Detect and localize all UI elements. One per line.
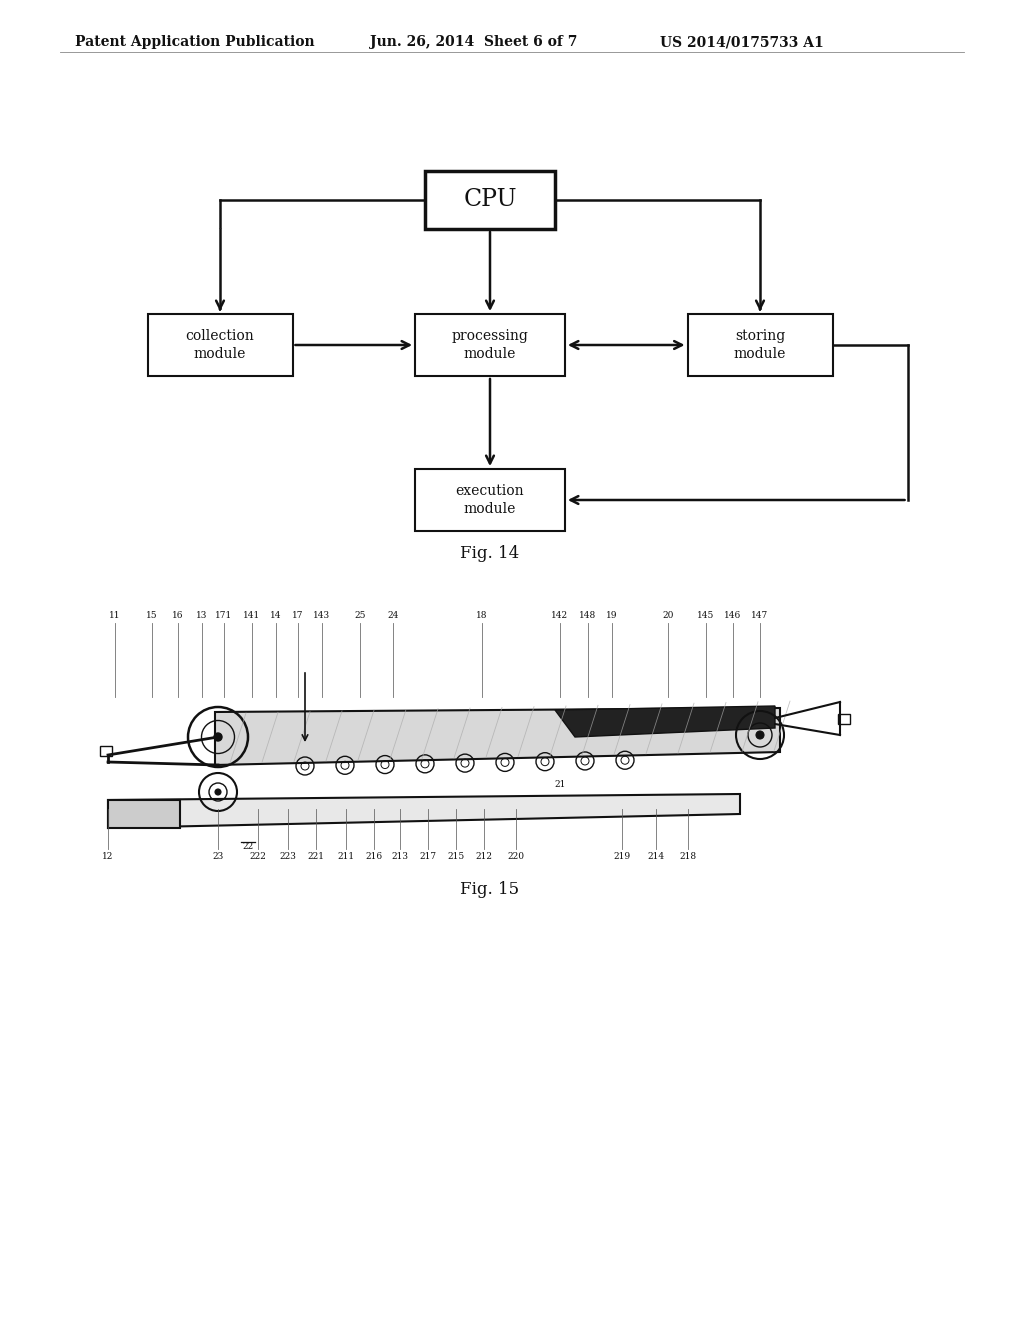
- Text: US 2014/0175733 A1: US 2014/0175733 A1: [660, 36, 823, 49]
- Text: 24: 24: [387, 611, 398, 620]
- Text: 19: 19: [606, 611, 617, 620]
- Text: execution
module: execution module: [456, 484, 524, 516]
- Text: 148: 148: [580, 611, 597, 620]
- Text: 15: 15: [146, 611, 158, 620]
- FancyBboxPatch shape: [425, 172, 555, 228]
- Text: Jun. 26, 2014  Sheet 6 of 7: Jun. 26, 2014 Sheet 6 of 7: [370, 36, 578, 49]
- Text: Fig. 15: Fig. 15: [461, 882, 519, 899]
- Text: 21: 21: [554, 780, 565, 789]
- Text: 11: 11: [110, 611, 121, 620]
- FancyBboxPatch shape: [100, 746, 112, 756]
- Text: 14: 14: [270, 611, 282, 620]
- Text: 220: 220: [508, 851, 524, 861]
- Text: 215: 215: [447, 851, 465, 861]
- Polygon shape: [555, 706, 775, 737]
- Text: 171: 171: [215, 611, 232, 620]
- Text: Fig. 14: Fig. 14: [461, 544, 519, 561]
- Text: 214: 214: [647, 851, 665, 861]
- Text: Patent Application Publication: Patent Application Publication: [75, 36, 314, 49]
- Text: 142: 142: [552, 611, 568, 620]
- Circle shape: [756, 731, 764, 739]
- Text: 212: 212: [475, 851, 493, 861]
- Text: 211: 211: [338, 851, 354, 861]
- Text: 18: 18: [476, 611, 487, 620]
- Text: 146: 146: [724, 611, 741, 620]
- Text: 213: 213: [391, 851, 409, 861]
- Text: 17: 17: [292, 611, 304, 620]
- Text: 145: 145: [697, 611, 715, 620]
- Circle shape: [214, 733, 222, 741]
- FancyBboxPatch shape: [687, 314, 833, 376]
- Polygon shape: [215, 708, 780, 766]
- Text: 143: 143: [313, 611, 331, 620]
- Text: 147: 147: [752, 611, 769, 620]
- Text: 12: 12: [102, 851, 114, 861]
- Text: 13: 13: [197, 611, 208, 620]
- Text: storing
module: storing module: [734, 329, 786, 362]
- Text: 222: 222: [250, 851, 266, 861]
- Text: 23: 23: [212, 851, 223, 861]
- Text: CPU: CPU: [463, 189, 517, 211]
- Text: 221: 221: [307, 851, 325, 861]
- Text: 223: 223: [280, 851, 296, 861]
- Text: 20: 20: [663, 611, 674, 620]
- FancyBboxPatch shape: [415, 469, 565, 531]
- FancyBboxPatch shape: [147, 314, 293, 376]
- Text: 22: 22: [243, 842, 254, 851]
- Text: 25: 25: [354, 611, 366, 620]
- FancyBboxPatch shape: [838, 714, 850, 723]
- FancyBboxPatch shape: [415, 314, 565, 376]
- Polygon shape: [108, 800, 180, 828]
- Text: 219: 219: [613, 851, 631, 861]
- Text: 16: 16: [172, 611, 183, 620]
- Text: 218: 218: [680, 851, 696, 861]
- Text: 217: 217: [420, 851, 436, 861]
- Text: processing
module: processing module: [452, 329, 528, 362]
- Text: 216: 216: [366, 851, 383, 861]
- Polygon shape: [108, 795, 740, 828]
- Text: collection
module: collection module: [185, 329, 254, 362]
- Circle shape: [215, 789, 221, 795]
- Text: 141: 141: [244, 611, 261, 620]
